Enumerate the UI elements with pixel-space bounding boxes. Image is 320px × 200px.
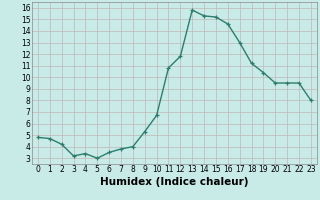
X-axis label: Humidex (Indice chaleur): Humidex (Indice chaleur): [100, 177, 249, 187]
